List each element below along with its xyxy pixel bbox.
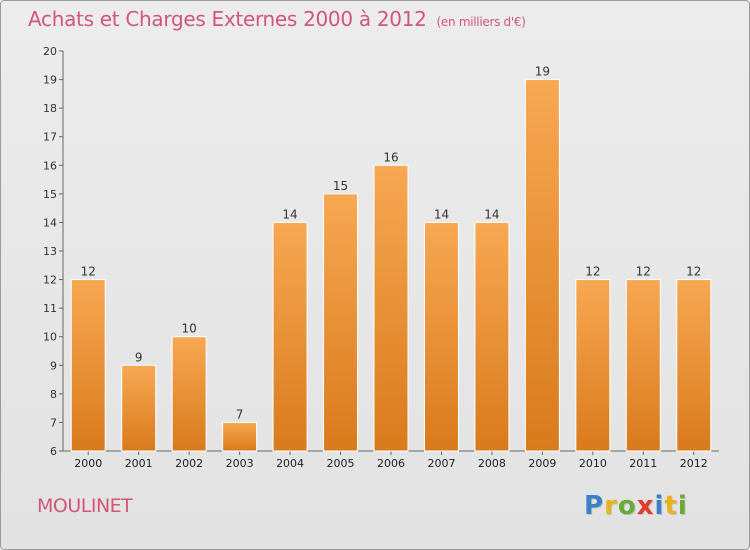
x-tick-label: 2003 [226,457,254,470]
y-tick-label: 17 [43,131,57,144]
bar-2008 [474,221,510,452]
data-label-2012: 12 [686,265,701,279]
bar-2012 [676,279,712,452]
place-name: MOULINET [37,495,133,517]
y-tick-label: 16 [43,159,57,172]
bar-2000 [70,279,106,452]
data-label-2002: 10 [182,322,197,336]
y-tick-label: 19 [43,74,57,87]
x-tick-label: 2009 [528,457,556,470]
y-tick-label: 8 [50,388,57,401]
data-label-2011: 12 [636,265,651,279]
y-tick-label: 14 [43,216,57,229]
x-tick-label: 2000 [74,457,102,470]
x-tick-label: 2011 [629,457,657,470]
data-label-2005: 15 [333,179,348,193]
x-tick-label: 2001 [125,457,153,470]
logo-letter: i [677,491,688,521]
bars [70,79,712,452]
y-tick-label: 11 [43,302,57,315]
y-tick-label: 9 [50,359,57,372]
chart-title: Achats et Charges Externes 2000 à 2012 (e… [28,7,526,31]
x-tick-label: 2010 [579,457,607,470]
logo-letter: o [617,491,637,521]
logo-letter: P [584,491,605,521]
bar-2011 [625,279,661,452]
y-tick-label: 10 [43,331,57,344]
data-label-2006: 16 [383,150,398,164]
bar-2006 [373,164,409,452]
x-tick-label: 2007 [427,457,455,470]
y-tick-label: 6 [50,445,57,458]
x-tick-label: 2002 [175,457,203,470]
x-tick-label: 2006 [377,457,405,470]
y-tick-label: 7 [50,416,57,429]
logo-letter: t [664,491,678,521]
y-tick-label: 13 [43,245,57,258]
bar-2007 [423,221,459,452]
bar-2010 [575,279,611,452]
y-axis: 6 7 8 9 10 11 12 13 14 15 16 17 18 19 20 [43,45,64,458]
bar-2003 [222,421,258,452]
data-labels: 12 9 10 7 14 15 16 14 14 19 12 12 12 [81,65,702,422]
data-label-2007: 14 [434,207,449,221]
data-label-2004: 14 [282,207,297,221]
data-label-2003: 7 [236,407,244,421]
y-tick-label: 12 [43,274,57,287]
y-tick-label: 15 [43,188,57,201]
data-label-2010: 12 [585,265,600,279]
x-axis: 2000 2001 2002 2003 2004 2005 2006 2007 2008 2009… [63,450,719,470]
logo-letter: x [636,491,655,521]
chart-title-text: Achats et Charges Externes 2000 à 2012 [28,7,427,31]
bar-2005 [323,193,359,452]
bar-2001 [121,364,157,452]
x-tick-label: 2012 [680,457,708,470]
logo-letter: r [604,491,618,521]
data-label-2009: 19 [535,65,550,79]
chart-subtitle: (en milliers d'€) [436,15,526,29]
data-label-2008: 14 [484,207,499,221]
proxiti-logo: Proxiti [584,491,688,521]
bar-2002 [171,336,207,452]
bar-2004 [272,221,308,452]
y-tick-label: 18 [43,102,57,115]
y-tick-label: 20 [43,45,57,58]
x-tick-label: 2004 [276,457,304,470]
logo-letter: i [654,491,665,521]
x-tick-label: 2005 [327,457,355,470]
x-tick-label: 2008 [478,457,506,470]
data-label-2001: 9 [135,350,143,364]
data-label-2000: 12 [81,265,96,279]
bar-2009 [524,79,560,452]
